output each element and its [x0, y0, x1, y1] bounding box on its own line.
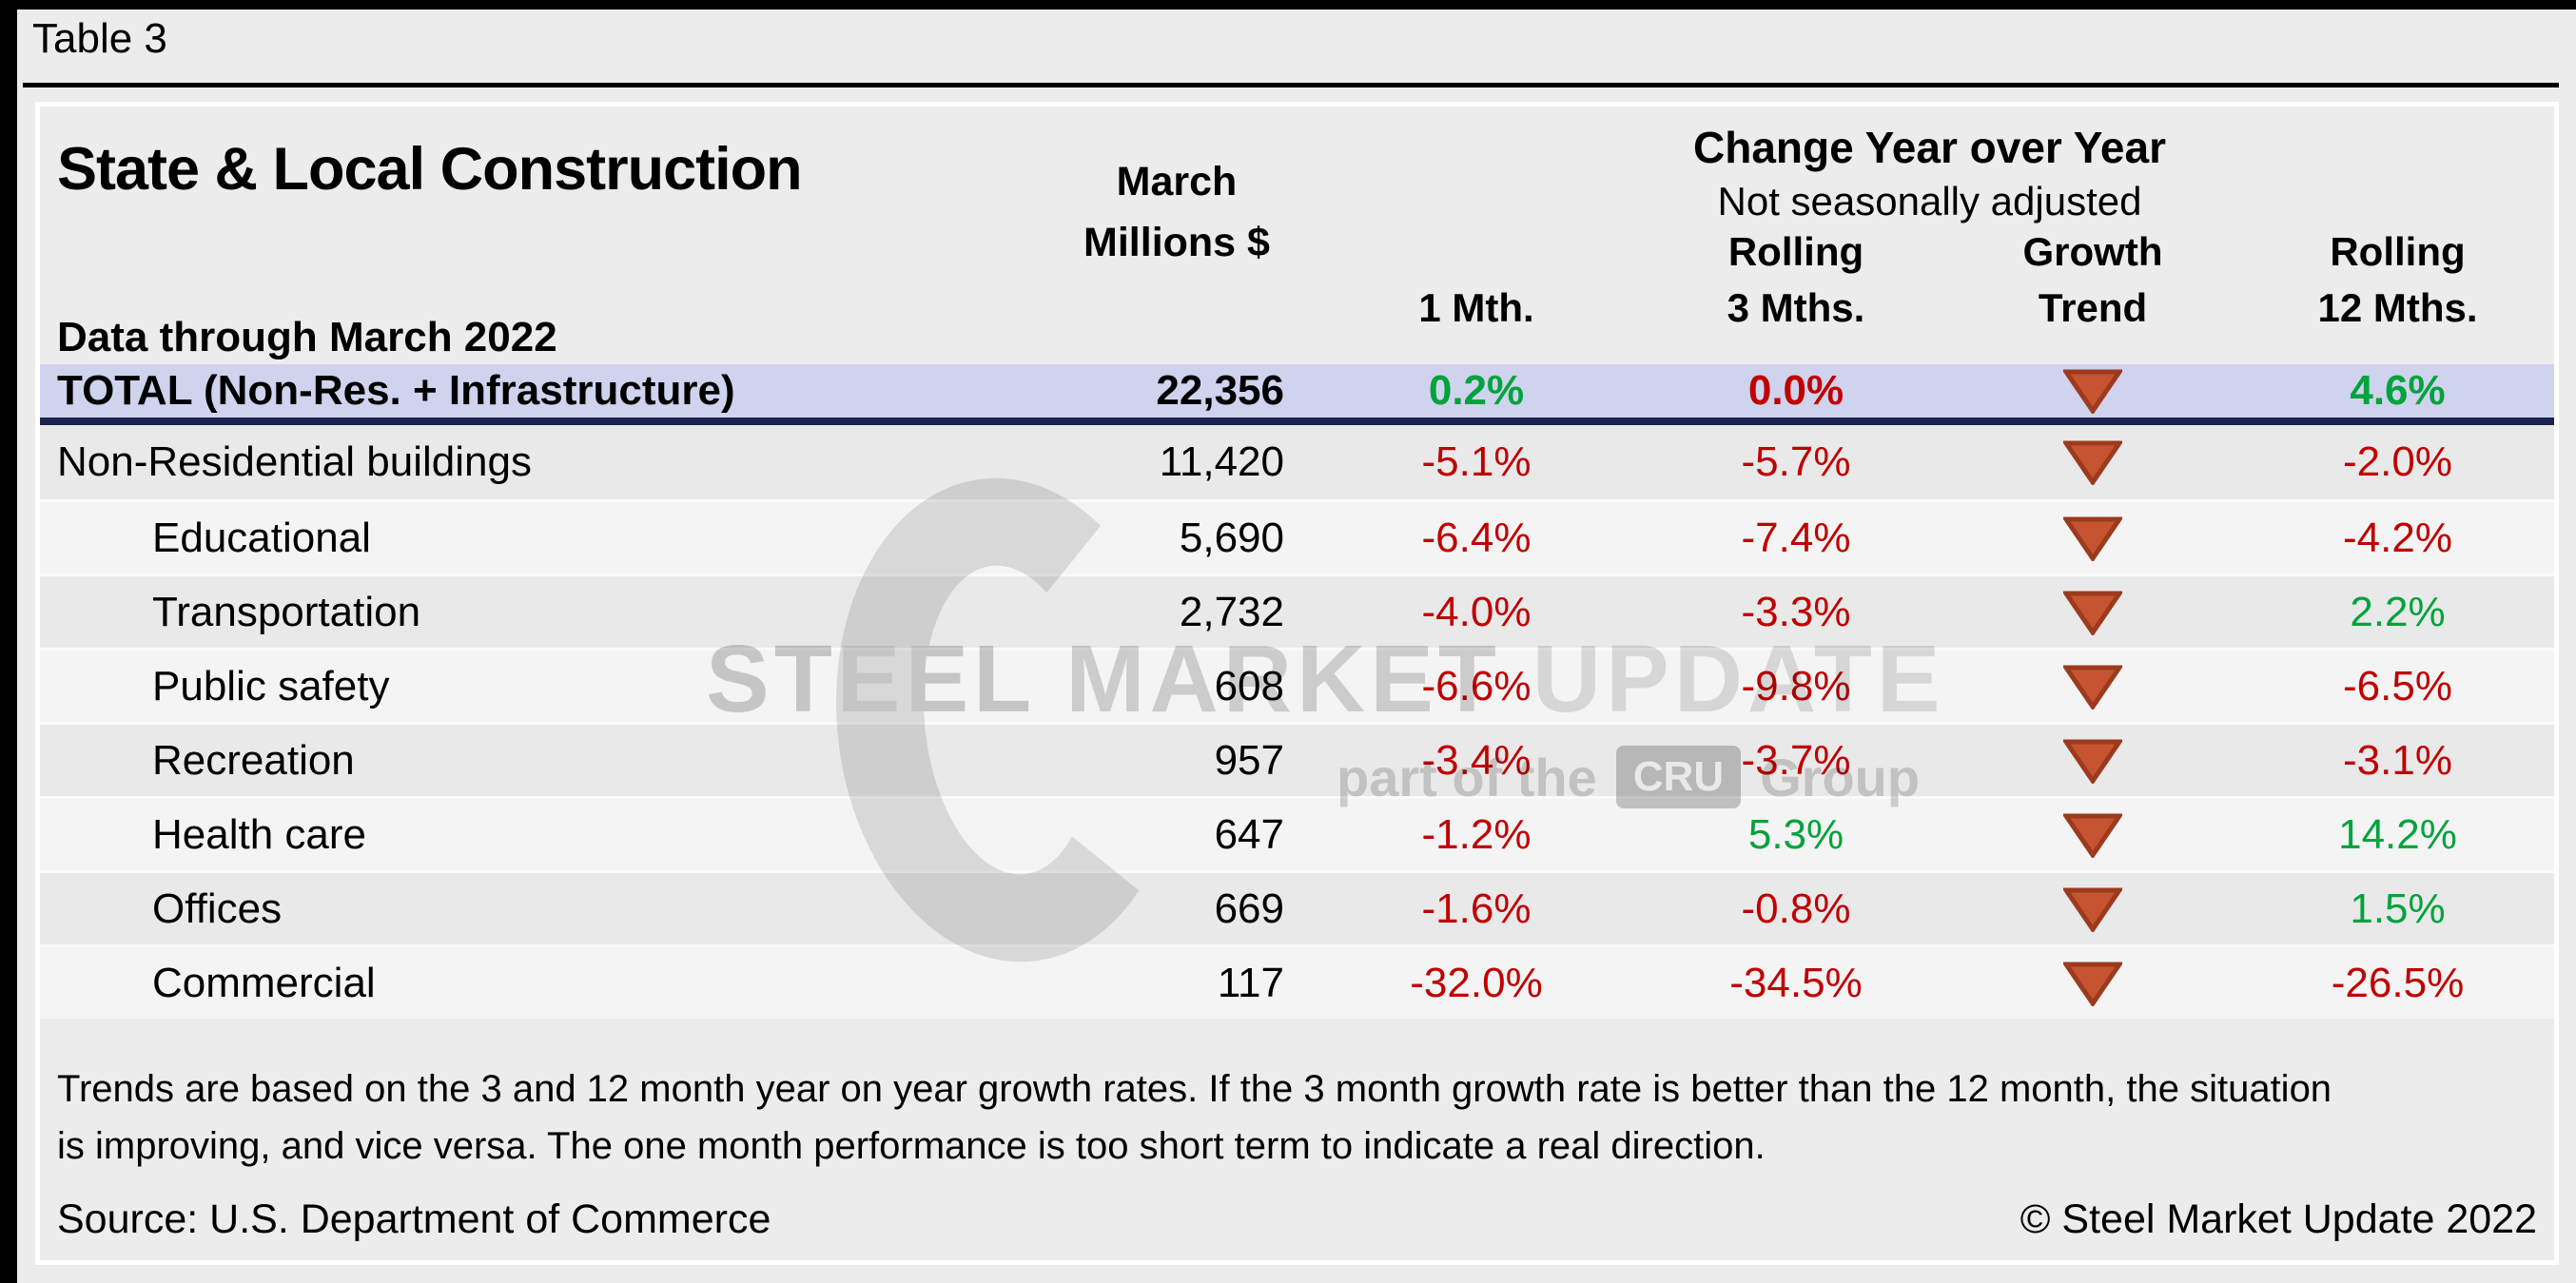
title-divider-rule — [23, 83, 2559, 87]
change-yoy-header-group: Change Year over Year Not seasonally adj… — [1305, 107, 2554, 365]
row-3mths-value: -34.5% — [1729, 959, 1863, 1006]
row-trend-cell — [1944, 515, 2241, 561]
trend-down-icon — [2063, 812, 2122, 858]
table-row: Recreation 957 -3.4% -3.7% -3.1% — [40, 722, 2554, 796]
trend-down-icon — [2063, 664, 2122, 710]
column-header-millions: March Millions $ — [1048, 107, 1305, 365]
row-label: Transportation — [152, 588, 421, 635]
row-label: Recreation — [152, 736, 355, 784]
row-1mth-value: -6.4% — [1421, 514, 1532, 561]
row-millions-value: 647 — [1214, 810, 1284, 858]
millions-line2: Millions $ — [1083, 220, 1270, 266]
source-label: Source: U.S. Department of Commerce — [57, 1196, 771, 1242]
trend-down-icon — [2063, 961, 2122, 1006]
table-header: State & Local Construction Data through … — [40, 107, 2554, 364]
row-1mth-value: -1.6% — [1421, 884, 1532, 932]
note-line-1: Trends are based on the 3 and 12 month y… — [57, 1068, 2332, 1110]
row-label: Non-Residential buildings — [57, 438, 532, 485]
row-3mths-value: 0.0% — [1747, 367, 1844, 414]
row-3mths-value: 5.3% — [1747, 810, 1844, 858]
row-trend-cell — [1944, 439, 2241, 485]
row-1mth-value: -32.0% — [1410, 959, 1543, 1006]
table-row: Public safety 608 -6.6% -9.8% -6.5% — [40, 648, 2554, 722]
row-1mth-value: -6.6% — [1421, 662, 1532, 710]
table-number-label: Table 3 — [32, 15, 167, 62]
row-1mth-value: -3.4% — [1421, 736, 1532, 784]
trend-down-icon — [2063, 439, 2122, 485]
report-card: State & Local Construction Data through … — [35, 102, 2559, 1265]
row-millions-value: 957 — [1214, 736, 1284, 784]
row-label: Commercial — [152, 959, 376, 1006]
row-1mth-value: -4.0% — [1421, 588, 1532, 635]
row-12mths-value: 4.6% — [2350, 367, 2446, 414]
frame-left-border — [0, 0, 17, 1283]
millions-line1: March — [1116, 158, 1238, 204]
trend-down-icon — [2063, 886, 2122, 932]
header-label-block: State & Local Construction Data through … — [40, 107, 1048, 365]
row-3mths-value: -3.3% — [1741, 588, 1851, 635]
table-row: Health care 647 -1.2% 5.3% 14.2% — [40, 796, 2554, 870]
note-line-2: is improving, and vice versa. The one mo… — [57, 1125, 1766, 1167]
row-3mths-value: -9.8% — [1741, 662, 1851, 710]
table-row: Commercial 117 -32.0% -34.5% -26.5% — [40, 944, 2554, 1019]
trend-down-icon — [2063, 738, 2122, 784]
row-12mths-value: -2.0% — [2343, 438, 2452, 485]
row-12mths-value: -3.1% — [2343, 736, 2452, 784]
row-trend-cell — [1944, 738, 2241, 784]
row-trend-cell — [1944, 368, 2241, 414]
copyright-label: © Steel Market Update 2022 — [2020, 1196, 2537, 1242]
column-header-rolling-3mths: Rolling 3 Mths. — [1727, 229, 1865, 330]
row-trend-cell — [1944, 812, 2241, 858]
column-header-1mth: 1 Mth. — [1418, 284, 1534, 330]
row-label: TOTAL (Non-Res. + Infrastructure) — [57, 367, 735, 414]
trend-down-icon — [2063, 368, 2122, 414]
row-12mths-value: 2.2% — [2350, 588, 2446, 635]
row-3mths-value: -3.7% — [1741, 736, 1851, 784]
row-millions-value: 22,356 — [1156, 367, 1284, 414]
trend-down-icon — [2063, 590, 2122, 635]
table-row-total: TOTAL (Non-Res. + Infrastructure) 22,356… — [40, 364, 2554, 425]
row-label: Public safety — [152, 662, 390, 710]
row-millions-value: 11,420 — [1159, 438, 1284, 485]
row-trend-cell — [1944, 590, 2241, 635]
row-1mth-value: 0.2% — [1428, 367, 1525, 414]
row-label: Educational — [152, 514, 371, 561]
row-millions-value: 608 — [1214, 662, 1284, 710]
trend-down-icon — [2063, 515, 2122, 561]
page-title: State & Local Construction — [57, 136, 803, 203]
row-12mths-value: -4.2% — [2343, 514, 2452, 561]
row-millions-value: 2,732 — [1179, 588, 1284, 635]
row-1mth-value: -1.2% — [1421, 810, 1532, 858]
data-through-label: Data through March 2022 — [57, 313, 557, 360]
row-millions-value: 669 — [1214, 884, 1284, 932]
frame-top-border — [0, 0, 2576, 10]
row-millions-value: 117 — [1217, 959, 1284, 1006]
row-trend-cell — [1944, 886, 2241, 932]
row-12mths-value: -6.5% — [2343, 662, 2452, 710]
change-yoy-subtitle: Not seasonally adjusted — [1717, 179, 2142, 224]
row-trend-cell — [1944, 961, 2241, 1006]
row-label: Offices — [152, 884, 283, 932]
change-yoy-title: Change Year over Year — [1693, 123, 2166, 172]
row-millions-value: 5,690 — [1179, 514, 1284, 561]
row-3mths-value: -7.4% — [1741, 514, 1851, 561]
table-row: Non-Residential buildings 11,420 -5.1% -… — [40, 425, 2554, 499]
row-3mths-value: -0.8% — [1741, 884, 1851, 932]
row-1mth-value: -5.1% — [1421, 438, 1532, 485]
row-3mths-value: -5.7% — [1741, 438, 1851, 485]
table-row: Transportation 2,732 -4.0% -3.3% 2.2% — [40, 573, 2554, 648]
subcolumn-headers: 1 Mth. Rolling 3 Mths. Growth Trend Roll… — [1305, 224, 2554, 365]
table-row: Educational 5,690 -6.4% -7.4% -4.2% — [40, 499, 2554, 573]
row-12mths-value: 14.2% — [2338, 810, 2457, 858]
column-header-rolling-12mths: Rolling 12 Mths. — [2317, 229, 2478, 330]
row-12mths-value: -26.5% — [2331, 959, 2465, 1006]
trend-methodology-note: Trends are based on the 3 and 12 month y… — [40, 1060, 2554, 1175]
column-header-growth-trend: Growth Trend — [2022, 229, 2163, 330]
row-label: Health care — [152, 810, 367, 858]
source-row: Source: U.S. Department of Commerce © St… — [40, 1196, 2554, 1260]
row-12mths-value: 1.5% — [2350, 884, 2446, 932]
table-row: Offices 669 -1.6% -0.8% 1.5% — [40, 870, 2554, 944]
row-trend-cell — [1944, 664, 2241, 710]
